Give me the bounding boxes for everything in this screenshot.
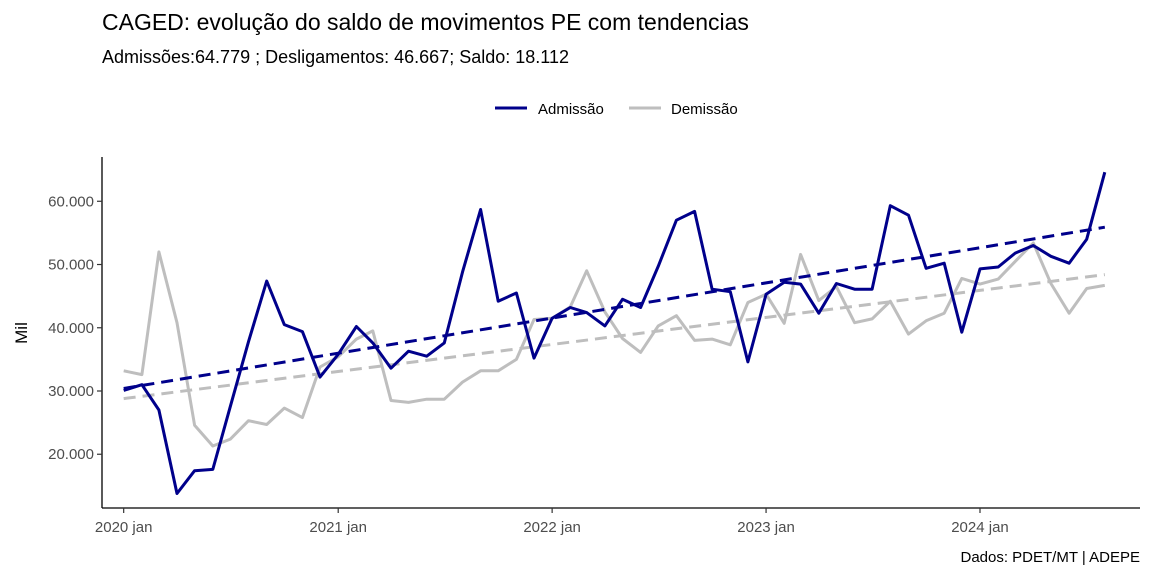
- y-tick-label: 20.000: [48, 446, 94, 463]
- legend: Admissão Demissão: [495, 101, 738, 118]
- trend-line-admissao: [123, 225, 1106, 390]
- x-axis-ticks: 2020 jan 2021 jan 2022 jan 2023 jan 2024 jan: [95, 508, 1009, 536]
- x-tick-label: 2020 jan: [95, 519, 153, 536]
- chart-caption: Dados: PDET/MT | ADEPE: [960, 549, 1140, 566]
- y-tick-label: 50.000: [48, 257, 94, 274]
- x-tick-label: 2024 jan: [951, 519, 1009, 536]
- series-line-admissao: [123, 171, 1107, 495]
- trend-line-demissao: [123, 273, 1106, 401]
- series-line-demissao: [123, 241, 1106, 448]
- y-tick-label: 40.000: [48, 320, 94, 337]
- legend-label-demissao: Demissão: [671, 101, 738, 118]
- legend-label-admissao: Admissão: [538, 101, 604, 118]
- y-axis-ticks: 20.000 30.000 40.000 50.000 60.000: [48, 193, 102, 463]
- chart-subtitle: Admissões:64.779 ; Desligamentos: 46.667…: [102, 47, 569, 67]
- y-axis-title: Mil: [12, 322, 31, 344]
- x-tick-label: 2021 jan: [309, 519, 367, 536]
- plot-area: [123, 171, 1107, 495]
- x-tick-label: 2022 jan: [523, 519, 581, 536]
- y-tick-label: 30.000: [48, 383, 94, 400]
- x-tick-label: 2023 jan: [737, 519, 795, 536]
- y-tick-label: 60.000: [48, 193, 94, 210]
- chart-title: CAGED: evolução do saldo de movimentos P…: [102, 9, 749, 35]
